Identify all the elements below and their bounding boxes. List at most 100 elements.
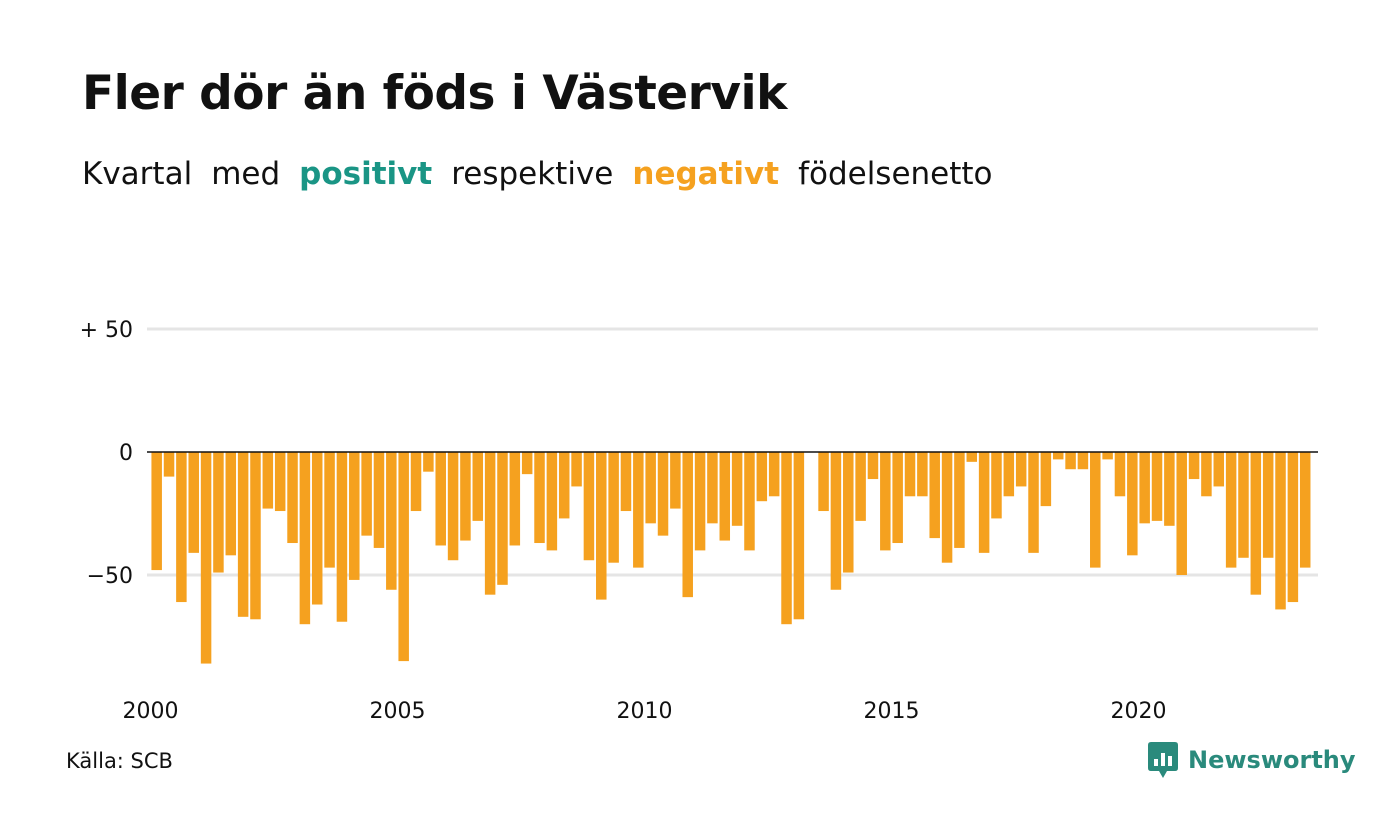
bar (1127, 452, 1138, 556)
bar (1275, 452, 1286, 610)
bar (657, 452, 669, 536)
bar (867, 452, 879, 480)
bar (188, 452, 199, 553)
x-tick-label: 2005 (370, 699, 426, 724)
bar (929, 452, 940, 539)
bar (904, 452, 916, 497)
bar (941, 452, 953, 563)
bar (336, 452, 348, 622)
bar (1114, 452, 1126, 497)
bar (1015, 452, 1027, 487)
bar (1139, 452, 1150, 524)
bar (398, 452, 409, 662)
bar (1065, 452, 1076, 470)
subtitle-word: med (211, 156, 281, 192)
newsworthy-logo-icon (1148, 742, 1178, 778)
bar (1164, 452, 1175, 526)
bar (200, 452, 212, 664)
bar (1213, 452, 1225, 487)
chart-title: Fler dör än föds i Västervik (82, 66, 787, 121)
bar (843, 452, 854, 573)
bar (793, 452, 805, 620)
y-tick-label: 0 (119, 441, 133, 466)
bar (818, 452, 829, 512)
x-tick-label: 2010 (617, 699, 673, 724)
bar (460, 452, 471, 541)
bar (373, 452, 385, 548)
bar (1003, 452, 1015, 497)
bar (781, 452, 792, 625)
subtitle-word: födelsenetto (798, 156, 993, 192)
bar (274, 452, 286, 512)
bar (682, 452, 693, 598)
bar (546, 452, 558, 551)
bar (361, 452, 372, 536)
bar (1028, 452, 1039, 553)
bar (1077, 452, 1089, 470)
axis-labels: + 50 0 −50 2000 2005 2010 2015 2020 (80, 318, 1167, 724)
brand-name: Newsworthy (1188, 746, 1356, 774)
bar (719, 452, 731, 541)
bar (1176, 452, 1187, 575)
y-tick-label: −50 (87, 564, 133, 589)
bar (1299, 452, 1311, 568)
x-tick-label: 2020 (1111, 699, 1167, 724)
chart-subtitle: Kvartal med positivt respektive negativt föde… (82, 156, 1012, 192)
bar (534, 452, 545, 544)
bar (1225, 452, 1237, 568)
subtitle-word: Kvartal (82, 156, 193, 192)
bar (497, 452, 508, 585)
bar (1188, 452, 1200, 480)
subtitle-word: respektive (451, 156, 614, 192)
bars (151, 452, 1311, 664)
y-tick-label: + 50 (80, 318, 133, 343)
bar (633, 452, 644, 568)
bar (151, 452, 162, 571)
bar (768, 452, 780, 497)
legend-negative: negativt (632, 156, 780, 192)
bar (1102, 452, 1113, 460)
bar (596, 452, 607, 600)
bar (509, 452, 521, 546)
bar (262, 452, 274, 509)
bar (645, 452, 656, 524)
bar (484, 452, 496, 595)
bar (225, 452, 237, 556)
bar (1287, 452, 1299, 603)
bar (978, 452, 990, 553)
bar (954, 452, 965, 548)
bar (855, 452, 866, 521)
bar (1151, 452, 1163, 521)
x-tick-label: 2015 (864, 699, 920, 724)
bar (830, 452, 842, 590)
source-note: Källa: SCB (66, 749, 173, 773)
bar (694, 452, 706, 551)
bar (670, 452, 681, 509)
bar (423, 452, 434, 472)
bar (917, 452, 928, 497)
brand-logo[interactable]: Newsworthy (1148, 742, 1356, 778)
bar (287, 452, 298, 544)
x-tick-label: 2000 (123, 699, 179, 724)
bar (250, 452, 261, 620)
bar (966, 452, 978, 462)
bar (571, 452, 582, 487)
bar (1090, 452, 1101, 568)
bar (163, 452, 175, 477)
legend-positive: positivt (299, 156, 433, 192)
bar (435, 452, 446, 546)
bar (521, 452, 533, 475)
bar (472, 452, 484, 521)
bar (1250, 452, 1262, 595)
bar (299, 452, 311, 625)
bar (892, 452, 903, 544)
bar (583, 452, 595, 561)
bar (608, 452, 619, 563)
bar (311, 452, 323, 605)
bar (991, 452, 1002, 519)
bar (707, 452, 718, 524)
bar (1052, 452, 1064, 460)
bar (176, 452, 187, 603)
bar (558, 452, 570, 519)
bar (349, 452, 360, 580)
